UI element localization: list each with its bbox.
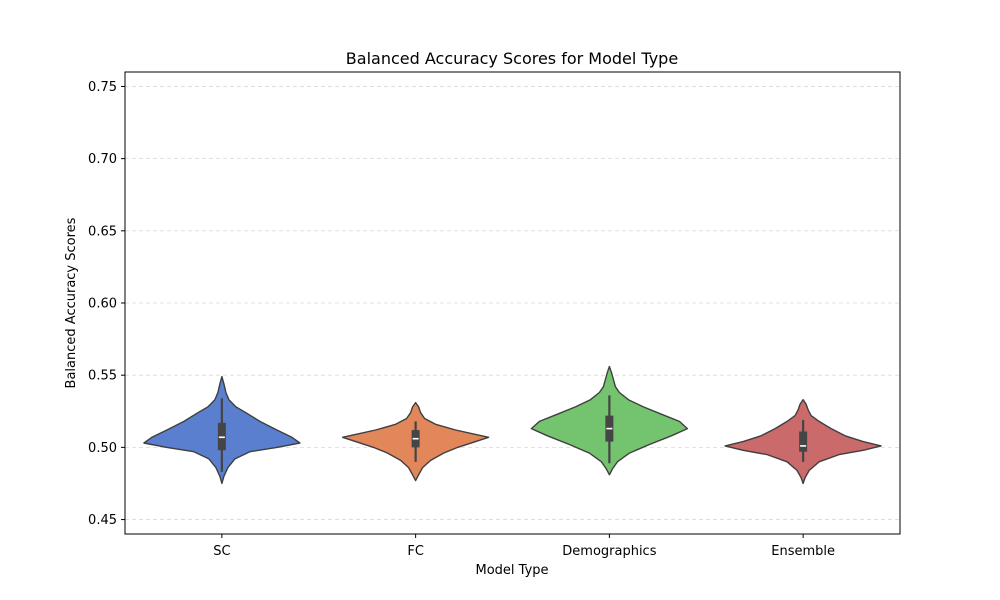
x-tick-label: Demographics [562, 544, 656, 559]
y-axis-title: Balanced Accuracy Scores [64, 217, 79, 388]
y-tick-label: 0.70 [88, 152, 117, 167]
x-tick-label: SC [213, 544, 230, 559]
y-tick-label: 0.75 [88, 80, 117, 95]
violin-demographics [530, 365, 689, 476]
axis-layer: 0.45 0.50 0.55 0.60 0.65 0.70 0.75 SC FC Demograp… [88, 80, 835, 559]
violin-ensemble [724, 399, 882, 485]
chart-title: Balanced Accuracy Scores for Model Type [346, 49, 678, 68]
violin-iqr-box [799, 431, 808, 452]
violin-sc [143, 375, 301, 485]
x-tick-label: Ensemble [771, 544, 835, 559]
violin-fc [341, 401, 490, 482]
y-tick-label: 0.65 [88, 224, 117, 239]
y-tick-label: 0.60 [88, 297, 117, 312]
violin-layer [143, 365, 882, 485]
y-tick-label: 0.55 [88, 369, 117, 384]
y-tick-label: 0.45 [88, 513, 117, 528]
x-axis-title: Model Type [475, 563, 548, 578]
x-tick-label: FC [407, 544, 424, 559]
y-tick-label: 0.50 [88, 441, 117, 456]
